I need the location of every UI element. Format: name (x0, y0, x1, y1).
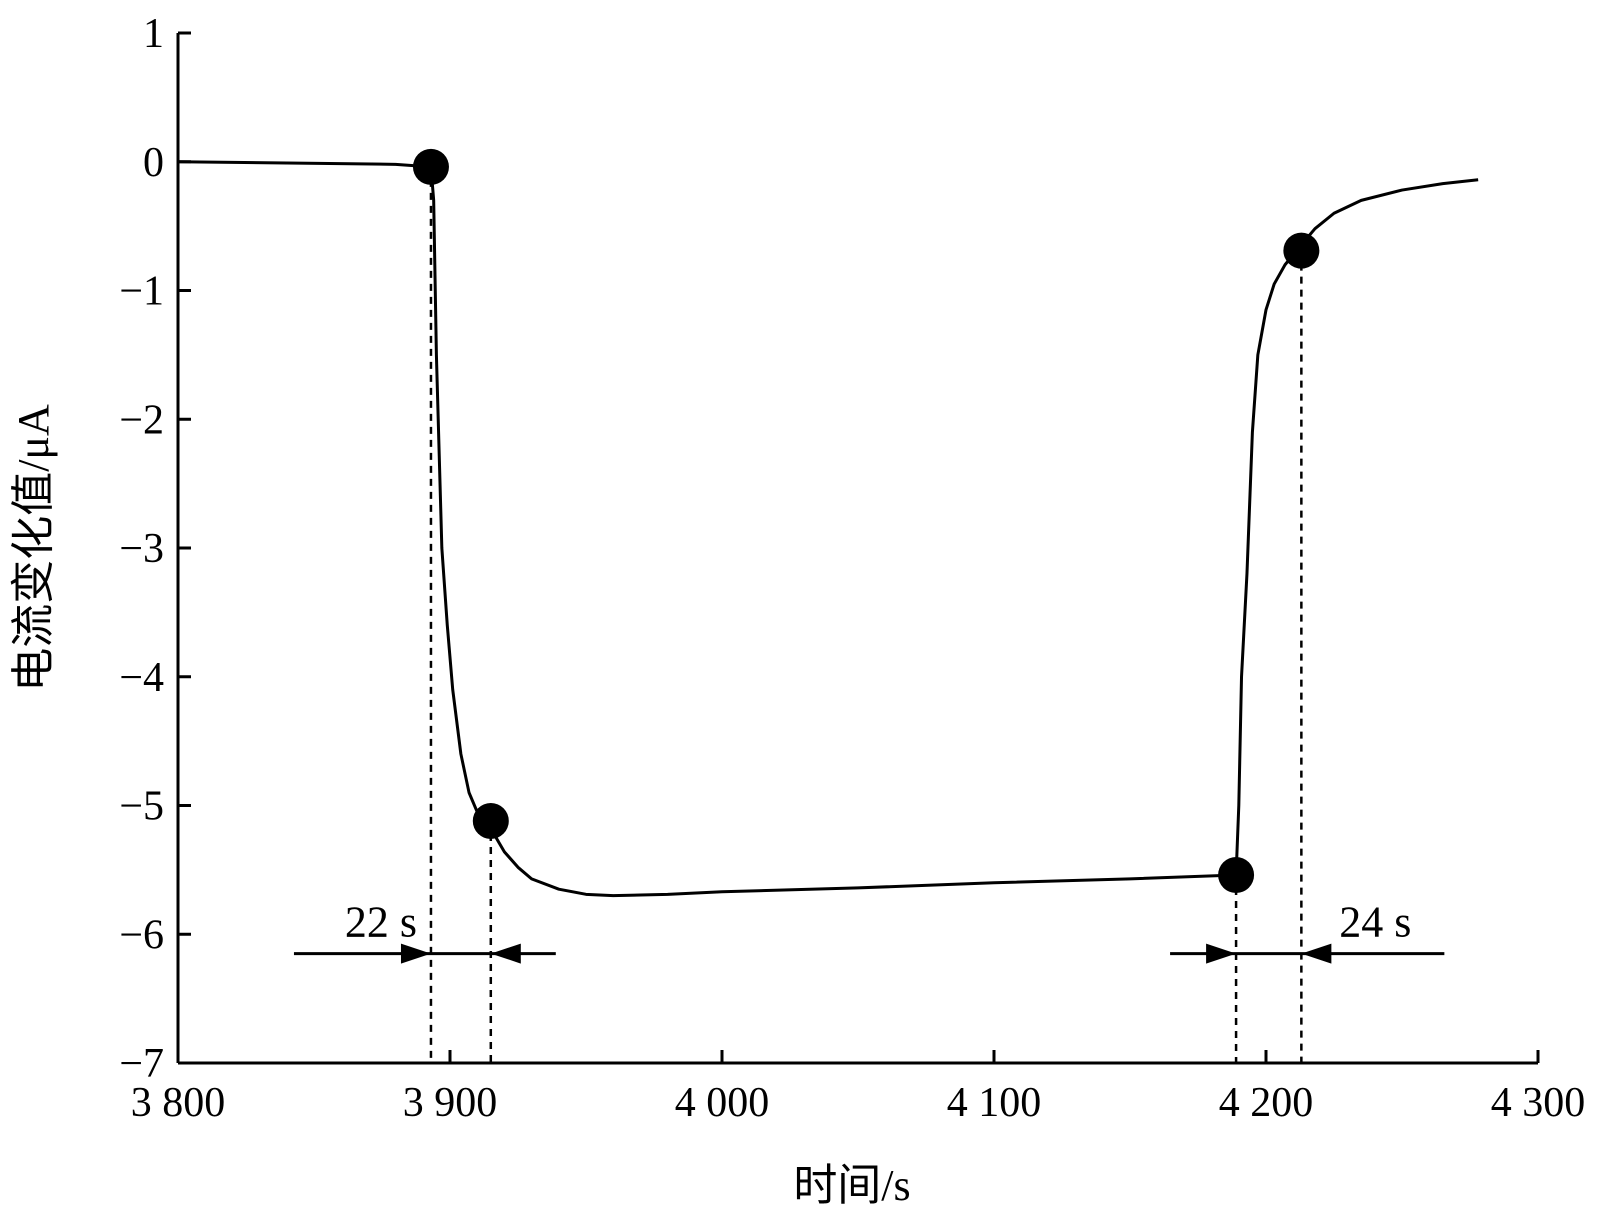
dashed-guides (429, 166, 1303, 1063)
y-tick-label: −7 (119, 1041, 164, 1087)
x-tick-label: 4 200 (1219, 1080, 1314, 1126)
arrow-head-left (1301, 943, 1332, 964)
x-tick-label: 4 300 (1491, 1080, 1586, 1126)
marker-point (472, 802, 509, 839)
plot-area (177, 148, 1479, 898)
axes: 1 0 −1 −2 −3 −4 −5 −6 −73 800 3 900 4 000 4 100 4 20… (119, 11, 1585, 1126)
duration-label: 24 s (1339, 898, 1411, 947)
y-tick-label: 0 (143, 140, 164, 186)
x-tick-label: 4 100 (947, 1080, 1042, 1126)
marker-point (412, 148, 449, 185)
annotations: 22 s 24 s (293, 898, 1445, 964)
y-axis-label: 电流变化值/μA (9, 404, 58, 692)
x-axis-label: 时间/s (793, 1161, 910, 1210)
marker-point (1283, 232, 1320, 269)
x-tick-label: 3 900 (403, 1080, 498, 1126)
y-tick-label: −5 (119, 784, 164, 830)
y-tick-label: −3 (119, 526, 164, 572)
y-tick-label: −2 (119, 397, 164, 443)
arrow-head-left (490, 943, 521, 964)
y-tick-label: −4 (119, 655, 164, 701)
arrow-head-right (400, 943, 431, 964)
x-tick-label: 4 000 (675, 1080, 770, 1126)
x-tick-label: 3 800 (131, 1080, 226, 1126)
arrow-head-right (1206, 943, 1237, 964)
y-tick-label: −6 (119, 912, 164, 958)
series-line (177, 160, 1479, 898)
y-tick-label: 1 (143, 11, 164, 57)
duration-label: 22 s (345, 898, 417, 947)
marker-point (1218, 857, 1255, 894)
y-tick-label: −1 (119, 269, 164, 315)
